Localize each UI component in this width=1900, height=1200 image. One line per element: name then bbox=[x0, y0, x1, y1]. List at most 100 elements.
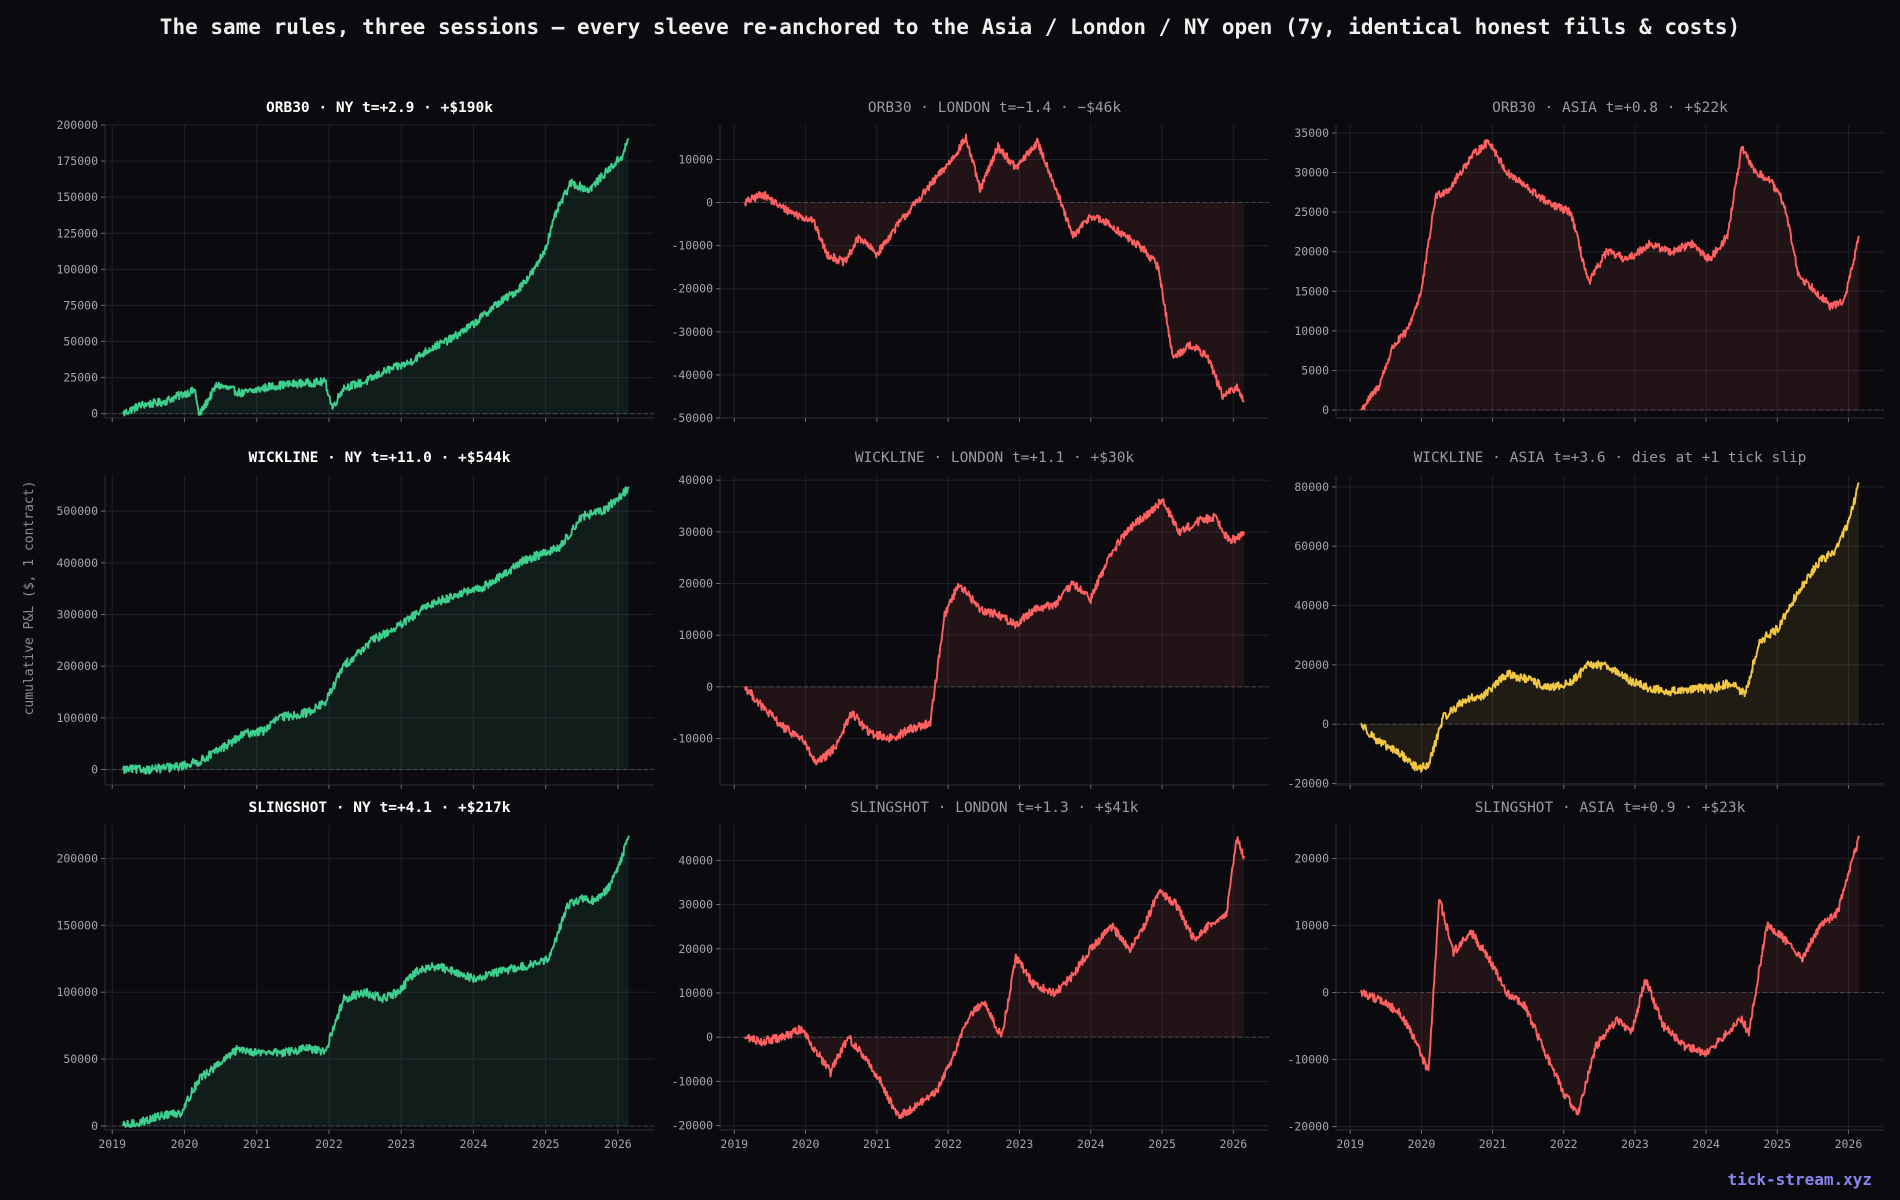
x-tick-label: 2019 bbox=[1336, 1137, 1364, 1151]
x-tick-label: 2025 bbox=[1763, 1137, 1791, 1151]
y-tick-label: 20000 bbox=[1294, 245, 1329, 259]
series-line bbox=[1360, 482, 1860, 773]
figure-title: The same rules, three sessions — every s… bbox=[160, 15, 1740, 39]
y-tick-label: 0 bbox=[706, 1030, 713, 1044]
y-tick-label: 0 bbox=[706, 680, 713, 694]
y-tick-label: 20000 bbox=[1294, 852, 1329, 866]
panel-wickline-ny: 0 100000 200000 300000 400000 500000 WICKLINE … bbox=[56, 450, 654, 789]
y-tick-label: 0 bbox=[1322, 403, 1329, 417]
y-tick-label: 50000 bbox=[63, 1052, 98, 1066]
y-tick-label: -40000 bbox=[671, 368, 713, 382]
y-tick-label: 200000 bbox=[56, 659, 98, 673]
x-tick-label: 2026 bbox=[1835, 1137, 1863, 1151]
y-tick-label: 0 bbox=[1322, 986, 1329, 1000]
y-tick-label: 500000 bbox=[56, 504, 98, 518]
y-tick-label: 10000 bbox=[678, 986, 713, 1000]
y-tick-label: 10000 bbox=[678, 628, 713, 642]
x-tick-label: 2023 bbox=[1621, 1137, 1649, 1151]
panel-title: ORB30 · ASIA t=+0.8 · +$22k bbox=[1492, 100, 1728, 116]
y-tick-label: 0 bbox=[1322, 717, 1329, 731]
x-tick-label: 2021 bbox=[1479, 1137, 1507, 1151]
y-tick-label: 300000 bbox=[56, 608, 98, 622]
y-tick-label: -20000 bbox=[1287, 777, 1329, 791]
y-tick-label: 30000 bbox=[678, 525, 713, 539]
x-tick-label: 2023 bbox=[387, 1137, 415, 1151]
x-tick-label: 2026 bbox=[1219, 1137, 1247, 1151]
series-line bbox=[744, 133, 1245, 403]
panel-title: ORB30 · LONDON t=−1.4 · −$46k bbox=[868, 100, 1121, 116]
panel-slingshot-asia: -20000 -10000 0 10000 20000 2019 2020 2021 2022 2… bbox=[1287, 800, 1884, 1151]
y-tick-label: 60000 bbox=[1294, 539, 1329, 553]
series-line bbox=[744, 836, 1245, 1120]
series-line bbox=[122, 138, 630, 417]
panel-grid: 0250005000075000100000125000150000175000… bbox=[56, 100, 1884, 1151]
y-tick-label: -20000 bbox=[671, 282, 713, 296]
panel-title: WICKLINE · ASIA t=+3.6 · dies at +1 tick… bbox=[1414, 450, 1807, 466]
y-tick-label: 150000 bbox=[56, 918, 98, 932]
x-tick-label: 2019 bbox=[720, 1137, 748, 1151]
series-area bbox=[1360, 140, 1860, 411]
panel-orb30-london: -50000 -40000 -30000 -20000 -10000 0 10000 ORB3… bbox=[671, 100, 1269, 425]
y-tick-label: 30000 bbox=[678, 898, 713, 912]
y-tick-label: -50000 bbox=[671, 411, 713, 425]
y-tick-label: 50000 bbox=[63, 335, 98, 349]
series-line bbox=[1360, 139, 1860, 411]
y-tick-label: 10000 bbox=[1294, 919, 1329, 933]
y-tick-label: 0 bbox=[91, 407, 98, 421]
y-tick-label: 25000 bbox=[63, 371, 98, 385]
series-area bbox=[1360, 836, 1860, 1115]
y-tick-label: 100000 bbox=[56, 262, 98, 276]
y-tick-label: -10000 bbox=[671, 239, 713, 253]
y-tick-label: 20000 bbox=[1294, 658, 1329, 672]
series-line bbox=[1359, 835, 1861, 1116]
y-axis-label: cumulative P&L ($, 1 contract) bbox=[22, 481, 37, 716]
y-tick-label: -20000 bbox=[1287, 1120, 1329, 1134]
y-tick-label: 0 bbox=[91, 763, 98, 777]
x-tick-label: 2024 bbox=[460, 1137, 488, 1151]
series-area bbox=[745, 499, 1244, 765]
panel-wickline-london: -10000 0 10000 20000 30000 40000 WICKLINE · LO… bbox=[671, 450, 1269, 789]
x-tick-label: 2025 bbox=[1148, 1137, 1176, 1151]
series-area bbox=[1360, 483, 1860, 772]
panel-title: ORB30 · NY t=+2.9 · +$190k bbox=[266, 100, 493, 116]
series-line bbox=[744, 498, 1245, 766]
y-tick-label: 10000 bbox=[678, 152, 713, 166]
y-tick-label: 15000 bbox=[1294, 284, 1329, 298]
y-tick-label: 20000 bbox=[678, 942, 713, 956]
y-tick-label: 200000 bbox=[56, 118, 98, 132]
x-tick-label: 2024 bbox=[1077, 1137, 1105, 1151]
y-tick-label: 100000 bbox=[56, 985, 98, 999]
panel-title: SLINGSHOT · NY t=+4.1 · +$217k bbox=[249, 800, 511, 816]
y-tick-label: -10000 bbox=[671, 732, 713, 746]
y-tick-label: 30000 bbox=[1294, 166, 1329, 180]
x-tick-label: 2021 bbox=[243, 1137, 271, 1151]
y-tick-label: 80000 bbox=[1294, 480, 1329, 494]
y-tick-label: 10000 bbox=[1294, 324, 1329, 338]
series-area bbox=[123, 139, 629, 416]
x-tick-label: 2026 bbox=[604, 1137, 632, 1151]
x-tick-label: 2024 bbox=[1692, 1137, 1720, 1151]
y-tick-label: -20000 bbox=[671, 1119, 713, 1133]
y-tick-label: 40000 bbox=[1294, 599, 1329, 613]
y-tick-label: 150000 bbox=[56, 190, 98, 204]
y-tick-label: 25000 bbox=[1294, 205, 1329, 219]
y-tick-label: 35000 bbox=[1294, 126, 1329, 140]
y-tick-label: 125000 bbox=[56, 226, 98, 240]
y-tick-label: 20000 bbox=[678, 577, 713, 591]
y-tick-label: 40000 bbox=[678, 853, 713, 867]
panel-title: SLINGSHOT · ASIA t=+0.9 · +$23k bbox=[1475, 800, 1746, 816]
y-tick-label: 400000 bbox=[56, 556, 98, 570]
series-line bbox=[122, 835, 630, 1129]
y-tick-label: 5000 bbox=[1301, 363, 1329, 377]
series-area bbox=[745, 837, 1244, 1119]
x-tick-label: 2025 bbox=[532, 1137, 560, 1151]
panel-title: WICKLINE · NY t=+11.0 · +$544k bbox=[249, 450, 511, 466]
y-tick-label: 175000 bbox=[56, 154, 98, 168]
panel-orb30-asia: 0 5000 10000 15000 20000 25000 30000 35000 ORB30… bbox=[1294, 100, 1884, 422]
y-tick-label: 40000 bbox=[678, 473, 713, 487]
x-tick-label: 2019 bbox=[98, 1137, 126, 1151]
y-tick-label: -10000 bbox=[671, 1074, 713, 1088]
x-tick-label: 2021 bbox=[863, 1137, 891, 1151]
x-tick-label: 2020 bbox=[171, 1137, 199, 1151]
x-tick-label: 2022 bbox=[1550, 1137, 1578, 1151]
